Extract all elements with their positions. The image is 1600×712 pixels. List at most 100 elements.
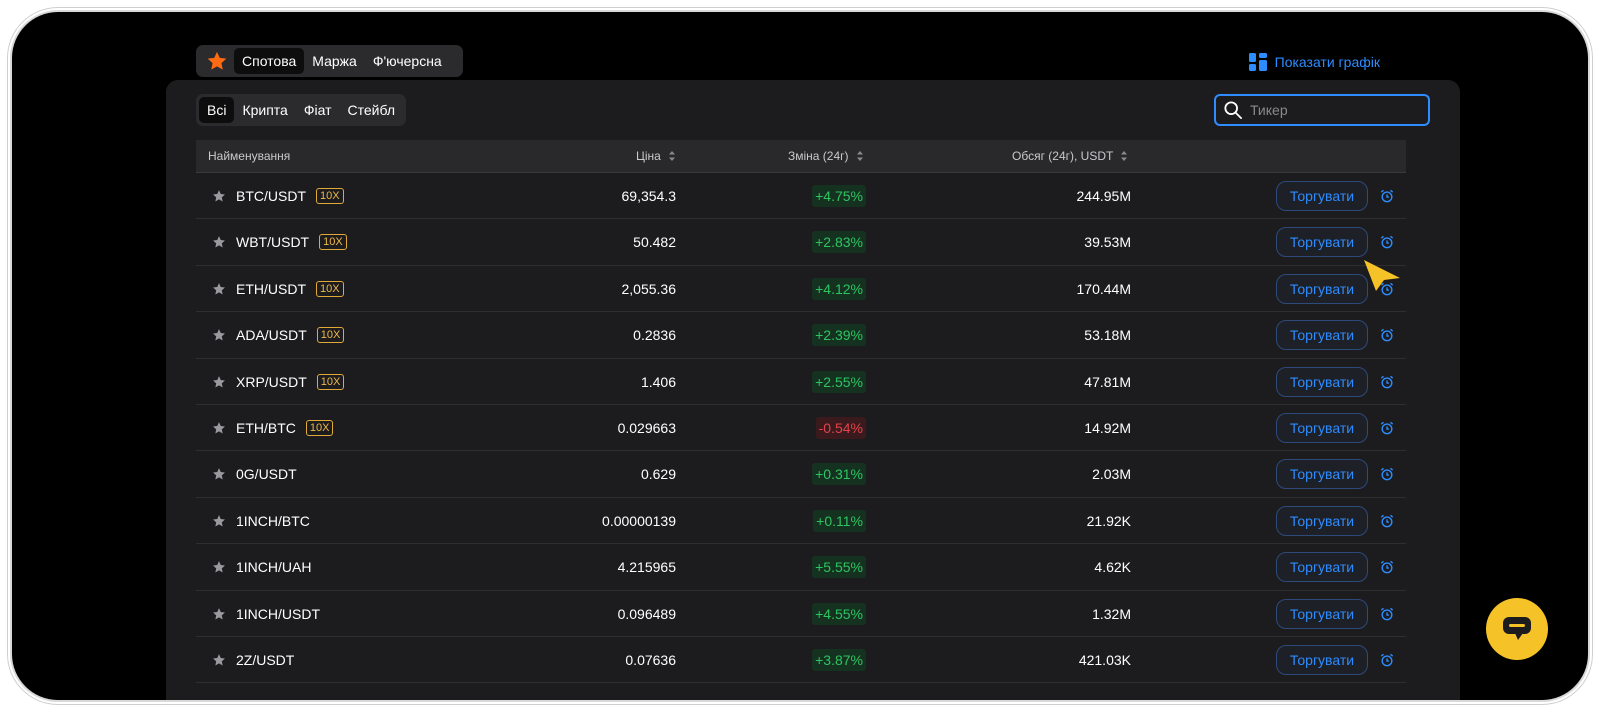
trade-button[interactable]: Торгувати xyxy=(1276,598,1368,629)
pair-name[interactable]: WBT/USDT xyxy=(236,234,310,251)
alarm-cell xyxy=(1380,312,1394,358)
table-row[interactable]: XRP/USDT 10X 1.406 +2.55% 47.81M Торгува… xyxy=(196,359,1406,405)
column-price[interactable]: Ціна xyxy=(636,140,675,172)
markets-panel: Всі Крипта Фіат Стейбл Найменування Ціна… xyxy=(166,80,1460,700)
show-chart-link[interactable]: Показати графік xyxy=(1248,53,1380,71)
favorites-tab[interactable] xyxy=(200,48,234,74)
support-chat-button[interactable] xyxy=(1486,598,1548,660)
alarm-clock-icon[interactable] xyxy=(1380,467,1394,481)
alarm-clock-icon[interactable] xyxy=(1380,514,1394,528)
alarm-clock-icon[interactable] xyxy=(1380,607,1394,621)
favorite-star-icon[interactable] xyxy=(212,189,226,203)
change-badge: +2.55% xyxy=(812,370,866,393)
column-change[interactable]: Зміна (24г) xyxy=(788,140,863,172)
pair-name[interactable]: ADA/USDT xyxy=(236,327,307,344)
alarm-clock-icon[interactable] xyxy=(1380,235,1394,249)
tab-futures[interactable]: Ф'ючерсна xyxy=(372,53,442,69)
alarm-clock-icon[interactable] xyxy=(1380,653,1394,667)
pair-name[interactable]: 0G/USDT xyxy=(236,466,297,483)
table-row[interactable]: ETH/USDT 10X 2,055.36 +4.12% 170.44M Тор… xyxy=(196,266,1406,313)
sort-icon xyxy=(1121,151,1128,161)
trade-button[interactable]: Торгувати xyxy=(1276,412,1368,443)
alarm-clock-icon[interactable] xyxy=(1380,282,1394,296)
pair-name[interactable]: 1INCH/USDT xyxy=(236,605,321,622)
change-cell: +3.87% xyxy=(812,637,866,683)
table-row[interactable]: BTC/USDT 10X 69,354.3 +4.75% 244.95M Тор… xyxy=(196,173,1406,220)
tab-stable[interactable]: Стейбл xyxy=(347,102,396,118)
change-badge: +3.87% xyxy=(812,648,866,671)
price-cell: 1.406 xyxy=(640,373,676,390)
tab-fiat[interactable]: Фіат xyxy=(303,102,332,118)
trade-button[interactable]: Торгувати xyxy=(1276,552,1368,583)
table-row[interactable]: 1INCH/UAH 4.215965 +5.55% 4.62K Торгуват… xyxy=(196,544,1406,591)
price-cell: 0.029663 xyxy=(617,419,676,436)
pair-name[interactable]: ETH/BTC xyxy=(236,419,296,436)
alarm-clock-icon[interactable] xyxy=(1380,189,1394,203)
alarm-cell xyxy=(1380,266,1394,312)
favorite-star-icon[interactable] xyxy=(212,467,226,481)
trade-button[interactable]: Торгувати xyxy=(1276,320,1368,351)
trade-cell: Торгувати xyxy=(1276,312,1368,358)
alarm-clock-icon[interactable] xyxy=(1380,328,1394,342)
pair-cell: ETH/USDT 10X xyxy=(212,266,344,312)
alarm-clock-icon[interactable] xyxy=(1380,375,1394,389)
trade-cell: Торгувати xyxy=(1276,591,1368,637)
alarm-cell xyxy=(1380,451,1394,497)
pair-cell: 0G/USDT xyxy=(212,451,297,497)
change-cell: -0.54% xyxy=(815,405,866,451)
pair-name[interactable]: 1INCH/UAH xyxy=(236,559,312,576)
trade-button[interactable]: Торгувати xyxy=(1276,273,1368,304)
price-cell: 4.215965 xyxy=(617,559,676,576)
table-row[interactable]: 1INCH/BTC 0.00000139 +0.11% 21.92K Торгу… xyxy=(196,498,1406,545)
pair-name[interactable]: XRP/USDT xyxy=(236,373,307,390)
favorite-star-icon[interactable] xyxy=(212,560,226,574)
trade-button[interactable]: Торгувати xyxy=(1276,366,1368,397)
column-volume[interactable]: Обсяг (24г), USDT xyxy=(1012,140,1128,172)
pair-name[interactable]: 2Z/USDT xyxy=(236,651,295,668)
volume-cell: 47.81M xyxy=(1084,373,1131,390)
favorite-star-icon[interactable] xyxy=(212,235,226,249)
tab-all[interactable]: Всі xyxy=(199,97,235,123)
pair-name[interactable]: ETH/USDT xyxy=(236,280,306,297)
market-type-tabs: Спотова Маржа Ф'ючерсна xyxy=(196,45,463,77)
pair-name[interactable]: 1INCH/BTC xyxy=(236,512,310,529)
alarm-cell xyxy=(1380,405,1394,451)
search-input[interactable] xyxy=(1250,102,1420,118)
trade-button[interactable]: Торгувати xyxy=(1276,459,1368,490)
volume-cell: 170.44M xyxy=(1076,280,1131,297)
table-row[interactable]: 2Z/USDT 0.07636 +3.87% 421.03K Торгувати xyxy=(196,637,1406,684)
pair-cell: 1INCH/BTC xyxy=(212,498,310,544)
table-row[interactable]: ADA/USDT 10X 0.2836 +2.39% 53.18M Торгув… xyxy=(196,312,1406,359)
table-row[interactable]: 0G/USDT 0.629 +0.31% 2.03M Торгувати xyxy=(196,451,1406,498)
column-name[interactable]: Найменування xyxy=(208,149,291,163)
leverage-badge: 10X xyxy=(316,280,344,297)
favorite-star-icon[interactable] xyxy=(212,514,226,528)
tab-crypto[interactable]: Крипта xyxy=(242,102,288,118)
trade-button[interactable]: Торгувати xyxy=(1276,505,1368,536)
trade-button[interactable]: Торгувати xyxy=(1276,644,1368,675)
tab-spot[interactable]: Спотова xyxy=(234,48,305,74)
favorite-star-icon[interactable] xyxy=(212,328,226,342)
leverage-badge: 10X xyxy=(316,327,345,344)
favorite-star-icon[interactable] xyxy=(212,421,226,435)
favorite-star-icon[interactable] xyxy=(212,282,226,296)
table-row[interactable]: WBT/USDT 10X 50.482 +2.83% 39.53M Торгув… xyxy=(196,219,1406,266)
trade-cell: Торгувати xyxy=(1276,266,1368,312)
pair-name[interactable]: BTC/USDT xyxy=(236,188,306,204)
favorite-star-icon[interactable] xyxy=(212,653,226,667)
trade-cell: Торгувати xyxy=(1276,637,1368,683)
alarm-clock-icon[interactable] xyxy=(1380,560,1394,574)
favorite-star-icon[interactable] xyxy=(212,375,226,389)
table-row[interactable]: 1INCH/USDT 0.096489 +4.55% 1.32M Торгува… xyxy=(196,591,1406,637)
favorite-star-icon[interactable] xyxy=(212,607,226,621)
trade-button[interactable]: Торгувати xyxy=(1276,227,1368,258)
tab-margin[interactable]: Маржа xyxy=(312,53,357,69)
ticker-search[interactable] xyxy=(1214,94,1430,126)
table-row[interactable]: ETH/BTC 10X 0.029663 -0.54% 14.92M Торгу… xyxy=(196,405,1406,452)
alarm-clock-icon[interactable] xyxy=(1380,421,1394,435)
alarm-cell xyxy=(1380,544,1394,590)
price-cell: 0.00000139 xyxy=(602,512,676,529)
change-cell: +0.31% xyxy=(812,451,866,497)
trade-button[interactable]: Торгувати xyxy=(1276,181,1368,211)
volume-cell: 53.18M xyxy=(1084,327,1131,344)
